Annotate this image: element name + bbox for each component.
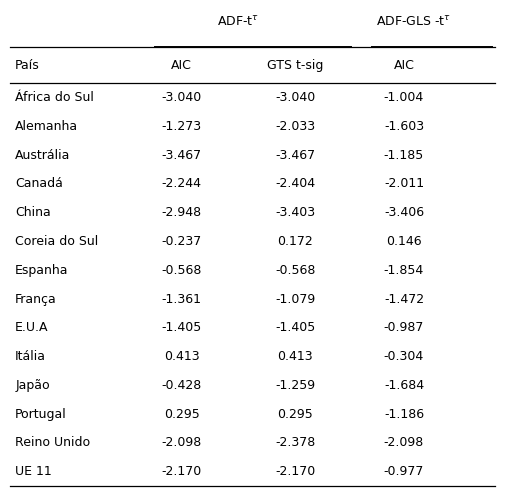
Text: -1.259: -1.259 bbox=[275, 379, 316, 392]
Text: -3.467: -3.467 bbox=[275, 148, 316, 161]
Text: 0.295: 0.295 bbox=[278, 408, 313, 421]
Text: -1.472: -1.472 bbox=[384, 293, 424, 305]
Text: -0.237: -0.237 bbox=[162, 235, 202, 248]
Text: -0.428: -0.428 bbox=[162, 379, 202, 392]
Text: -0.304: -0.304 bbox=[384, 350, 424, 363]
Text: -2.033: -2.033 bbox=[275, 120, 316, 133]
Text: AIC: AIC bbox=[393, 59, 415, 72]
Text: AIC: AIC bbox=[171, 59, 192, 72]
Text: -3.406: -3.406 bbox=[384, 206, 424, 219]
Text: -2.404: -2.404 bbox=[275, 177, 316, 191]
Text: -3.403: -3.403 bbox=[275, 206, 316, 219]
Text: 0.413: 0.413 bbox=[164, 350, 199, 363]
Text: UE 11: UE 11 bbox=[15, 465, 52, 478]
Text: 0.413: 0.413 bbox=[278, 350, 313, 363]
Text: -2.170: -2.170 bbox=[162, 465, 202, 478]
Text: 0.172: 0.172 bbox=[278, 235, 313, 248]
Text: País: País bbox=[15, 59, 40, 72]
Text: 0.146: 0.146 bbox=[386, 235, 422, 248]
Text: -2.098: -2.098 bbox=[384, 437, 424, 449]
Text: ADF-GLS -t$^{\tau}$: ADF-GLS -t$^{\tau}$ bbox=[376, 15, 452, 29]
Text: -1.185: -1.185 bbox=[384, 148, 424, 161]
Text: -2.098: -2.098 bbox=[162, 437, 202, 449]
Text: -2.244: -2.244 bbox=[162, 177, 202, 191]
Text: -1.186: -1.186 bbox=[384, 408, 424, 421]
Text: Portugal: Portugal bbox=[15, 408, 67, 421]
Text: Austrália: Austrália bbox=[15, 148, 71, 161]
Text: -3.467: -3.467 bbox=[162, 148, 202, 161]
Text: Canadá: Canadá bbox=[15, 177, 63, 191]
Text: -2.170: -2.170 bbox=[275, 465, 316, 478]
Text: -1.405: -1.405 bbox=[162, 321, 202, 334]
Text: -1.004: -1.004 bbox=[384, 91, 424, 104]
Text: ADF-t$^{\tau}$: ADF-t$^{\tau}$ bbox=[217, 15, 260, 29]
Text: -1.361: -1.361 bbox=[162, 293, 202, 305]
Text: -1.079: -1.079 bbox=[275, 293, 316, 305]
Text: -0.568: -0.568 bbox=[275, 264, 316, 277]
Text: -0.977: -0.977 bbox=[384, 465, 424, 478]
Text: Alemanha: Alemanha bbox=[15, 120, 78, 133]
Text: Espanha: Espanha bbox=[15, 264, 69, 277]
Text: Itália: Itália bbox=[15, 350, 46, 363]
Text: Reino Unido: Reino Unido bbox=[15, 437, 90, 449]
Text: -2.378: -2.378 bbox=[275, 437, 316, 449]
Text: África do Sul: África do Sul bbox=[15, 91, 94, 104]
Text: -1.405: -1.405 bbox=[275, 321, 316, 334]
Text: -1.603: -1.603 bbox=[384, 120, 424, 133]
Text: China: China bbox=[15, 206, 51, 219]
Text: GTS t-sig: GTS t-sig bbox=[267, 59, 324, 72]
Text: -1.273: -1.273 bbox=[162, 120, 202, 133]
Text: -2.948: -2.948 bbox=[162, 206, 202, 219]
Text: -3.040: -3.040 bbox=[162, 91, 202, 104]
Text: 0.295: 0.295 bbox=[164, 408, 199, 421]
Text: Coreia do Sul: Coreia do Sul bbox=[15, 235, 98, 248]
Text: -0.568: -0.568 bbox=[162, 264, 202, 277]
Text: -0.987: -0.987 bbox=[384, 321, 424, 334]
Text: França: França bbox=[15, 293, 57, 305]
Text: -3.040: -3.040 bbox=[275, 91, 316, 104]
Text: -1.854: -1.854 bbox=[384, 264, 424, 277]
Text: -1.684: -1.684 bbox=[384, 379, 424, 392]
Text: -2.011: -2.011 bbox=[384, 177, 424, 191]
Text: E.U.A: E.U.A bbox=[15, 321, 48, 334]
Text: Japão: Japão bbox=[15, 379, 50, 392]
